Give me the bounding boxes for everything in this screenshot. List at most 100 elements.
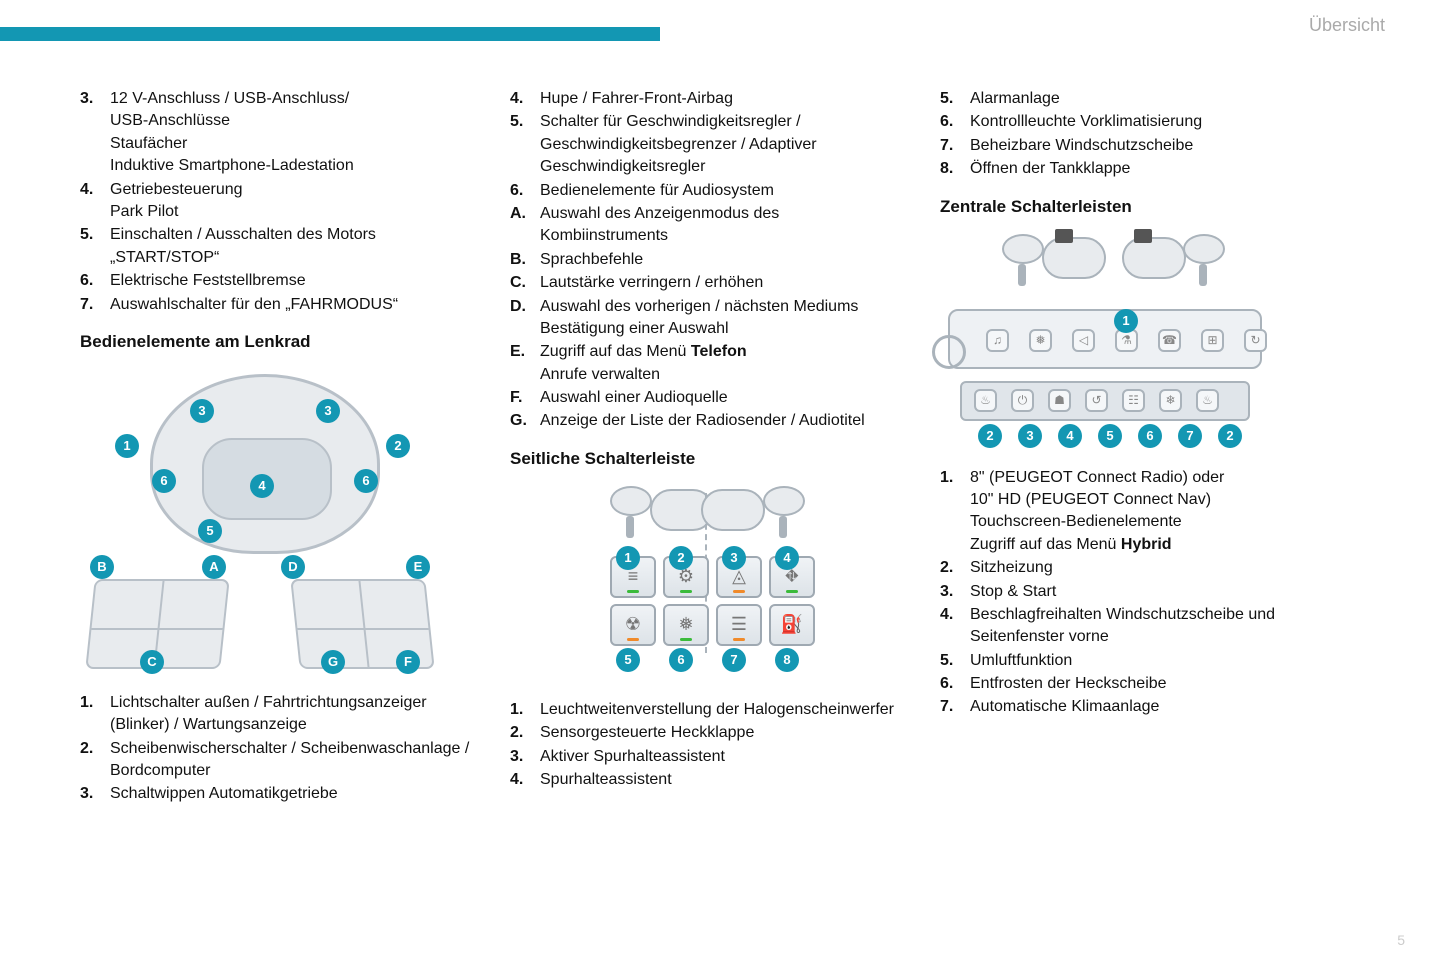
ts-btn-5: ☎	[1158, 329, 1181, 352]
list-item: 1.Leuchtweitenverstellung der Halogensch…	[510, 699, 900, 721]
item-number: 1.	[940, 467, 970, 557]
item-number: 1.	[80, 692, 110, 737]
item-number: 5.	[940, 650, 970, 672]
item-number: 3.	[510, 746, 540, 768]
c-mini-wheel-right	[1183, 234, 1225, 264]
callout-E: E	[406, 555, 430, 579]
item-text: Spurhalteassistent	[540, 769, 900, 791]
list-item: 8.Öffnen der Tankklappe	[940, 158, 1330, 180]
item-number: 2.	[940, 557, 970, 579]
list-item: 7.Beheizbare Windschutzscheibe	[940, 135, 1330, 157]
item-text: Beschlagfreihalten Windschutzscheibe und…	[970, 604, 1330, 649]
item-text: Sprachbefehle	[540, 249, 900, 271]
item-text: Lautstärke verringern / erhöhen	[540, 272, 900, 294]
callout-c7: 7	[1178, 424, 1202, 448]
callout-c4: 4	[1058, 424, 1082, 448]
callout-c2b: 2	[1218, 424, 1242, 448]
item-number: 3.	[80, 88, 110, 178]
item-number: A.	[510, 203, 540, 248]
item-text: Entfrosten der Heckscheibe	[970, 673, 1330, 695]
item-text: Umluftfunktion	[970, 650, 1330, 672]
item-number: D.	[510, 296, 540, 341]
ts-btn-3: ◁	[1072, 329, 1095, 352]
list-item: 5.Umluftfunktion	[940, 650, 1330, 672]
column-3: 5.Alarmanlage6.Kontrollleuchte Vorklimat…	[940, 88, 1330, 807]
ls-btn-5: ☷	[1122, 389, 1145, 412]
list-item: 2.Sensorgesteuerte Heckklappe	[510, 722, 900, 744]
item-text: Kontrollleuchte Vorklimatisierung	[970, 111, 1330, 133]
callout-s8: 8	[775, 648, 799, 672]
list-item: 5.Einschalten / Ausschalten des Motors „…	[80, 224, 470, 269]
list-item: 4.Beschlagfreihalten Windschutzscheibe u…	[940, 604, 1330, 649]
lower-switch-row: ♨ ⏻ ☗ ↺ ☷ ❄ ♨	[960, 381, 1250, 421]
list-item: B.Sprachbefehle	[510, 249, 900, 271]
list-item: 6.Entfrosten der Heckscheibe	[940, 673, 1330, 695]
heading-central-switches: Zentrale Schalterleisten	[940, 197, 1330, 217]
callout-2: 2	[386, 434, 410, 458]
item-number: C.	[510, 272, 540, 294]
heading-steering-controls: Bedienelemente am Lenkrad	[80, 332, 470, 352]
ls-btn-4: ↺	[1085, 389, 1108, 412]
switch-5: ☢	[610, 604, 656, 646]
item-number: 2.	[510, 722, 540, 744]
item-number: 6.	[940, 673, 970, 695]
list-item: D.Auswahl des vorherigen / nächsten Medi…	[510, 296, 900, 341]
list-item: 3.12 V-Anschluss / USB-Anschluss/USB-Ans…	[80, 88, 470, 178]
item-number: B.	[510, 249, 540, 271]
stalk-right	[779, 516, 787, 538]
callout-D: D	[281, 555, 305, 579]
c-stalk-holder-right	[1122, 237, 1186, 279]
item-number: 4.	[510, 88, 540, 110]
c-stalk-right	[1199, 264, 1207, 286]
item-text: Bedienelemente für Audiosystem	[540, 180, 900, 202]
item-text: Aktiver Spurhalteassistent	[540, 746, 900, 768]
mini-wheel-right	[763, 486, 805, 516]
list-item: 6.Elektrische Feststellbremse	[80, 270, 470, 292]
column-2: 4.Hupe / Fahrer-Front-Airbag5.Schalter f…	[510, 88, 900, 807]
item-text: Leuchtweitenverstellung der Halogenschei…	[540, 699, 900, 721]
item-number: F.	[510, 387, 540, 409]
item-number: G.	[510, 410, 540, 432]
column-1: 3.12 V-Anschluss / USB-Anschluss/USB-Ans…	[80, 88, 470, 807]
item-text: Elektrische Feststellbremse	[110, 270, 470, 292]
list-item: 4.GetriebesteuerungPark Pilot	[80, 179, 470, 224]
item-text: Schaltwippen Automatikgetriebe	[110, 783, 470, 805]
list-item: 3.Schaltwippen Automatikgetriebe	[80, 783, 470, 805]
item-text: 12 V-Anschluss / USB-Anschluss/USB-Ansch…	[110, 88, 470, 178]
item-text: Auswahl des vorherigen / nächsten Medium…	[540, 296, 900, 341]
item-text: Automatische Klimaanlage	[970, 696, 1330, 718]
ts-btn-1: ♫	[986, 329, 1009, 352]
item-number: 6.	[80, 270, 110, 292]
callout-C: C	[140, 650, 164, 674]
switch-8: ⛽	[769, 604, 815, 646]
callout-4: 4	[250, 474, 274, 498]
item-number: 4.	[80, 179, 110, 224]
list-item: 2.Sitzheizung	[940, 557, 1330, 579]
callout-s3: 3	[722, 546, 746, 570]
item-text: Lichtschalter außen / Fahrtrichtungsanze…	[110, 692, 470, 737]
item-text: Zugriff auf das Menü TelefonAnrufe verwa…	[540, 341, 900, 386]
list-item: E.Zugriff auf das Menü TelefonAnrufe ver…	[510, 341, 900, 386]
list-item: A.Auswahl des Anzeigenmodus des Kombiins…	[510, 203, 900, 248]
callout-G: G	[321, 650, 345, 674]
item-number: 3.	[940, 581, 970, 603]
item-number: 1.	[510, 699, 540, 721]
c-stalk-left	[1018, 264, 1026, 286]
item-text: Auswahl des Anzeigenmodus des Kombiinstr…	[540, 203, 900, 248]
list-item: C.Lautstärke verringern / erhöhen	[510, 272, 900, 294]
callout-3b: 3	[316, 399, 340, 423]
diagram-steering-wheel: 1 2 3 3 4 5 6 6 A B C D E F G	[80, 364, 440, 674]
item-number: 5.	[940, 88, 970, 110]
callout-c5: 5	[1098, 424, 1122, 448]
item-number: 4.	[940, 604, 970, 649]
item-number: 8.	[940, 158, 970, 180]
ls-btn-1: ♨	[974, 389, 997, 412]
callout-6a: 6	[152, 469, 176, 493]
page-number: 5	[1397, 932, 1405, 948]
mini-wheel-left	[610, 486, 652, 516]
list-item: 3.Stop & Start	[940, 581, 1330, 603]
item-text: Stop & Start	[970, 581, 1330, 603]
item-text: Hupe / Fahrer-Front-Airbag	[540, 88, 900, 110]
callout-B: B	[90, 555, 114, 579]
list-item: 2.Scheibenwischerschalter / Scheibenwasc…	[80, 738, 470, 783]
